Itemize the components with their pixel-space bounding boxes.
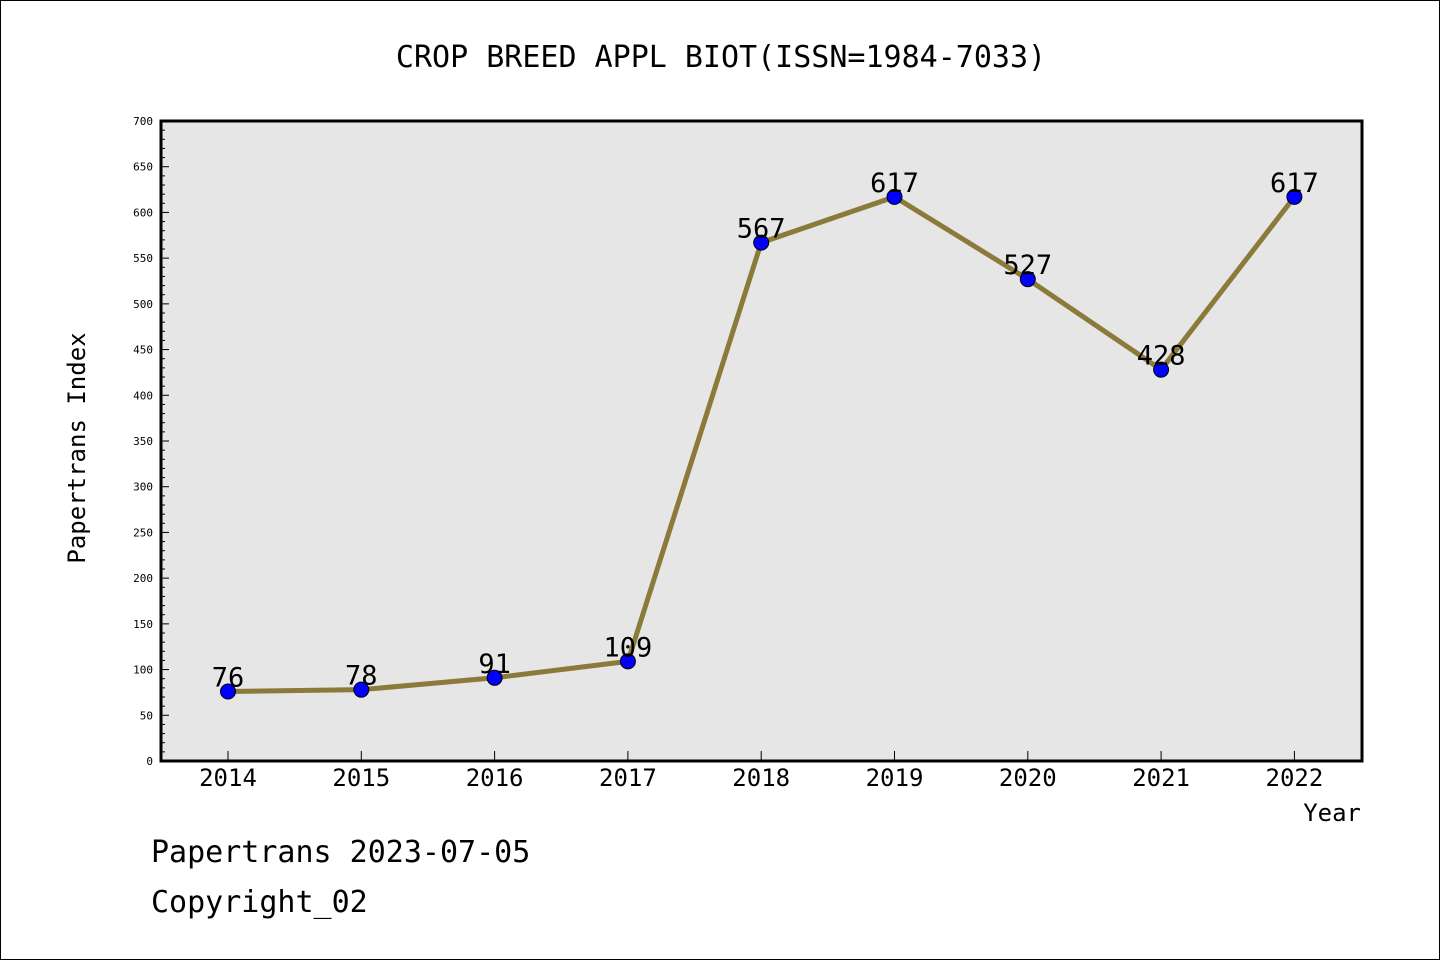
data-label: 428 (1137, 341, 1186, 372)
y-tick-label: 700 (133, 115, 153, 128)
y-tick-label: 250 (133, 526, 153, 539)
x-tick-label: 2014 (199, 764, 257, 792)
data-point (486, 669, 503, 686)
plot-area (159, 119, 1364, 763)
y-tick-label: 150 (133, 618, 153, 631)
x-tick-label: 2018 (732, 764, 790, 792)
x-tick-label: 2017 (599, 764, 657, 792)
data-label: 567 (737, 214, 786, 245)
data-label: 91 (478, 649, 511, 680)
data-point (753, 234, 770, 251)
y-tick-label: 550 (133, 252, 153, 265)
footer-copyright-text: Copyright_02 (151, 885, 368, 920)
y-tick-label: 200 (133, 572, 153, 585)
y-tick-label: 350 (133, 435, 153, 448)
data-point-group (220, 188, 1303, 700)
y-tick-label: 100 (133, 664, 153, 677)
x-axis: 2014 2015 2016 2017 2018 2019 2020 2021 2022 (199, 751, 1323, 792)
y-tick-label: 500 (133, 298, 153, 311)
data-label: 76 (212, 663, 245, 694)
y-tick-label: 0 (146, 755, 153, 768)
y-tick-label: 50 (140, 709, 153, 722)
data-point (619, 653, 636, 670)
data-label: 109 (604, 632, 653, 663)
y-tick-label: 600 (133, 206, 153, 219)
y-tick-label: 650 (133, 161, 153, 174)
y-tick-label: 450 (133, 344, 153, 357)
x-axis-label: Year (1303, 799, 1361, 827)
x-tick-label: 2016 (466, 764, 524, 792)
data-label: 617 (1270, 168, 1319, 199)
data-point (353, 681, 370, 698)
data-point (1153, 361, 1170, 378)
chart-title: CROP BREED APPL BIOT(ISSN=1984-7033) (396, 40, 1046, 75)
x-tick-label: 2022 (1266, 764, 1324, 792)
x-tick-label: 2021 (1132, 764, 1190, 792)
y-axis: 0 50 100 150 200 250 300 350 400 450 500 550 600 650 7… (133, 115, 169, 768)
footer-date-text: Papertrans 2023-07-05 (151, 835, 531, 870)
x-tick-label: 2019 (866, 764, 924, 792)
x-tick-label: 2015 (332, 764, 390, 792)
data-point (1286, 188, 1303, 205)
y-tick-label: 400 (133, 389, 153, 402)
y-axis-label: Papertrans Index (63, 332, 91, 563)
data-label: 527 (1003, 250, 1052, 281)
data-label-group: 76 78 91 109 567 617 527 428 617 (212, 168, 1319, 694)
data-label: 617 (870, 168, 919, 199)
data-label: 78 (345, 661, 378, 692)
data-point (1019, 271, 1036, 288)
x-tick-label: 2020 (999, 764, 1057, 792)
data-point (220, 683, 236, 700)
data-point (886, 188, 903, 205)
y-tick-label: 300 (133, 481, 153, 494)
